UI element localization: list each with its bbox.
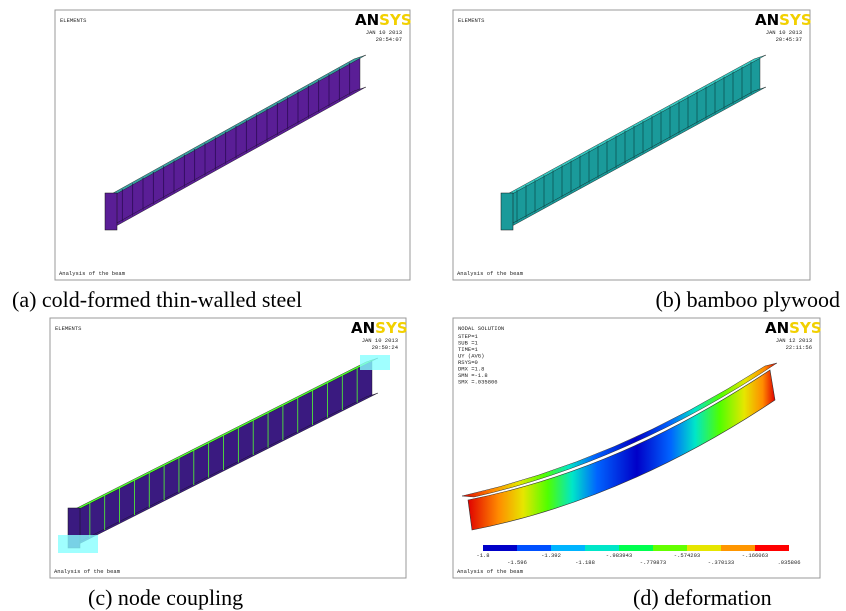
panel-date: JAN 10 2013 bbox=[366, 29, 402, 36]
panel-time: 20:50:24 bbox=[372, 344, 399, 351]
caption: (d) deformation bbox=[633, 585, 772, 610]
legend-label: -.574203 bbox=[674, 552, 700, 559]
legend-swatch bbox=[585, 545, 619, 551]
panel-time: 20:45:37 bbox=[776, 36, 802, 43]
legend-swatch bbox=[755, 545, 789, 551]
panel-date: JAN 12 2013 bbox=[776, 337, 812, 344]
legend-label: -1.596 bbox=[507, 559, 527, 566]
legend-label: -.166063 bbox=[742, 552, 768, 559]
ansys-logo: ANSYS bbox=[765, 319, 822, 337]
panel-footer: Analysis of the beam bbox=[457, 270, 524, 277]
ansys-logo: ANSYS bbox=[355, 11, 412, 29]
logo-sys: SYS bbox=[789, 319, 821, 337]
figure: ELEMENTSANSYSJAN 10 201320:54:07Analysis… bbox=[0, 0, 846, 611]
legend-swatch bbox=[483, 545, 517, 551]
legend-swatch bbox=[551, 545, 585, 551]
panel-footer: Analysis of the beam bbox=[457, 568, 524, 575]
legend-label: -.983943 bbox=[606, 552, 632, 559]
legend-swatch bbox=[517, 545, 551, 551]
support bbox=[58, 535, 98, 553]
legend-label: -1.392 bbox=[541, 552, 561, 559]
beam-end bbox=[105, 193, 117, 230]
panel-header: ELEMENTS bbox=[60, 17, 87, 24]
panel-header: ELEMENTS bbox=[458, 17, 485, 24]
logo-sys: SYS bbox=[779, 11, 811, 29]
panel-time: 22:11:56 bbox=[786, 344, 812, 351]
legend-label: -1.8 bbox=[476, 552, 489, 559]
legend-label: -1.188 bbox=[575, 559, 595, 566]
ansys-logo: ANSYS bbox=[755, 11, 812, 29]
caption: (a) cold-formed thin-walled steel bbox=[12, 287, 302, 312]
logo-an: AN bbox=[351, 319, 375, 337]
caption: (b) bamboo plywood bbox=[655, 287, 840, 312]
ansys-logo: ANSYS bbox=[351, 319, 408, 337]
panel-time: 20:54:07 bbox=[376, 36, 402, 43]
solution-info: SMX =.035806 bbox=[458, 379, 498, 386]
logo-sys: SYS bbox=[379, 11, 411, 29]
legend-label: -.370133 bbox=[708, 559, 734, 566]
beam-end bbox=[501, 193, 513, 230]
panel-header: ELEMENTS bbox=[55, 325, 82, 332]
panel-footer: Analysis of the beam bbox=[59, 270, 126, 277]
legend-label: .035806 bbox=[777, 559, 800, 566]
panel-date: JAN 10 2013 bbox=[766, 29, 802, 36]
logo-sys: SYS bbox=[375, 319, 407, 337]
support bbox=[360, 355, 390, 370]
logo-an: AN bbox=[765, 319, 789, 337]
panel-header: NODAL SOLUTION bbox=[458, 325, 504, 332]
legend-label: -.779873 bbox=[640, 559, 666, 566]
legend-swatch bbox=[687, 545, 721, 551]
legend-swatch bbox=[721, 545, 755, 551]
logo-an: AN bbox=[355, 11, 379, 29]
legend-swatch bbox=[653, 545, 687, 551]
legend-swatch bbox=[619, 545, 653, 551]
caption: (c) node coupling bbox=[88, 585, 243, 610]
panel-footer: Analysis of the beam bbox=[54, 568, 121, 575]
logo-an: AN bbox=[755, 11, 779, 29]
panel-date: JAN 10 2013 bbox=[362, 337, 398, 344]
